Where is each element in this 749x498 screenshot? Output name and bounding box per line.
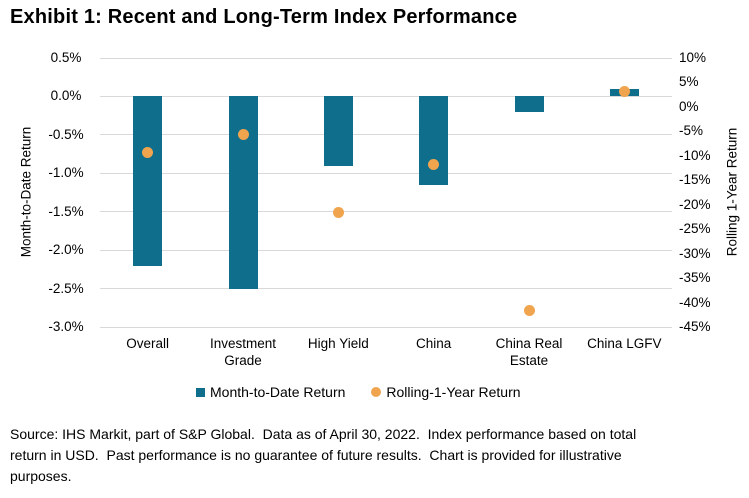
- legend-square-marker-icon: [196, 387, 205, 397]
- gridline: [100, 249, 672, 251]
- bar-investment-grade: [228, 96, 258, 289]
- gridline: [100, 211, 672, 213]
- legend-item-rolling-1-year: Rolling-1-Year Return: [371, 384, 521, 400]
- gridline: [100, 288, 672, 290]
- right-axis-tick-label: -40%: [679, 294, 711, 310]
- gridline: [100, 95, 672, 97]
- gridline: [100, 57, 672, 59]
- left-axis-title: Month-to-Date Return: [18, 126, 34, 258]
- left-axis-tick-label: -0.5%: [48, 126, 84, 142]
- legend-item-month-to-date: Month-to-Date Return: [196, 384, 345, 400]
- right-axis-tick-label: -35%: [679, 270, 711, 286]
- category-label: Overall: [126, 336, 170, 351]
- left-axis-tick-label: 0.5%: [50, 50, 82, 65]
- left-axis-tick-label: -1.0%: [48, 165, 84, 181]
- right-axis-tick-label: 5%: [679, 74, 699, 90]
- dot-overall: [142, 147, 154, 159]
- left-axis-tick-label: -1.5%: [48, 203, 84, 219]
- right-axis-tick-label: -30%: [679, 245, 711, 261]
- source-note: Source: IHS Markit, part of S&P Global. …: [10, 424, 636, 487]
- category-label: China LGFV: [587, 336, 662, 351]
- gridline: [100, 134, 672, 136]
- left-axis-tick-label: -2.0%: [48, 242, 84, 258]
- source-note-line: Source: IHS Markit, part of S&P Global. …: [10, 426, 637, 442]
- right-axis-tick-label: -20%: [679, 196, 711, 212]
- left-axis-tick-label: 0.0%: [50, 88, 82, 104]
- bar-high-yield: [323, 96, 353, 166]
- gridline: [100, 172, 672, 174]
- source-note-line: purposes.: [10, 468, 72, 484]
- bar-china-real-estate: [514, 96, 544, 112]
- dot-high-yield: [332, 206, 344, 218]
- dot-china-real-estate: [523, 305, 535, 317]
- legend-label-rolling-1-year: Rolling-1-Year Return: [386, 384, 521, 400]
- dot-china-lgfv: [618, 85, 630, 97]
- right-axis-title: Rolling 1-Year Return: [724, 127, 740, 257]
- source-note-line: return in USD. Past performance is no gu…: [10, 447, 622, 463]
- left-axis-tick-label: -3.0%: [48, 319, 84, 334]
- legend-label-month-to-date: Month-to-Date Return: [210, 384, 346, 400]
- right-axis-tick-label: -25%: [679, 221, 711, 237]
- right-axis-tick-label: -10%: [679, 147, 711, 163]
- page-title: Exhibit 1: Recent and Long-Term Index Pe…: [10, 6, 518, 28]
- right-axis-tick-label: -5%: [679, 123, 704, 139]
- right-axis-tick-label: -15%: [679, 172, 711, 188]
- category-label: China: [416, 336, 452, 351]
- bar-overall: [133, 96, 163, 266]
- gridline: [100, 326, 672, 328]
- dot-investment-grade: [237, 128, 249, 140]
- right-axis-tick-label: 10%: [679, 50, 707, 65]
- right-axis-tick-label: 0%: [679, 98, 699, 114]
- category-label: Investment Grade: [209, 336, 276, 368]
- right-axis-tick-label: -45%: [679, 319, 711, 334]
- category-label: China Real Estate: [495, 336, 563, 368]
- bar-china: [419, 96, 449, 185]
- dot-china: [428, 158, 440, 170]
- category-label: High Yield: [307, 336, 369, 351]
- legend-circle-marker-icon: [371, 387, 382, 397]
- legend: Month-to-Date Return Rolling-1-Year Retu…: [196, 384, 521, 400]
- left-axis-tick-label: -2.5%: [48, 280, 84, 296]
